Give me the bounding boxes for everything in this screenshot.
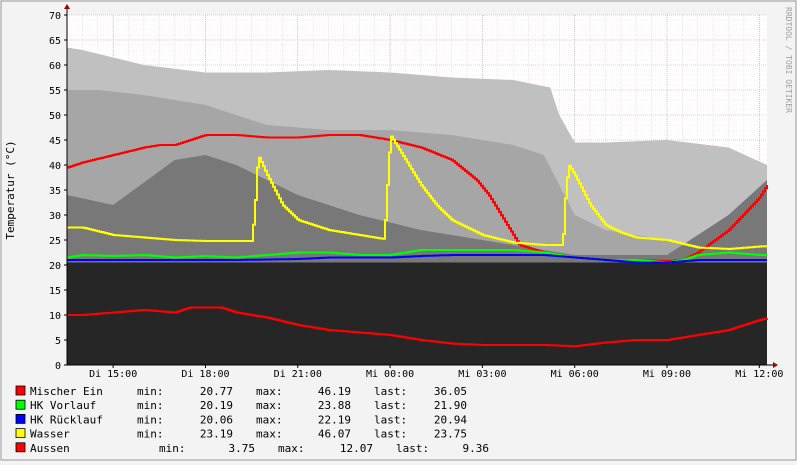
legend-name: HK Rücklauf (30, 413, 103, 426)
legend-min-label: min: (137, 413, 164, 426)
legend-max-value: 46.19 (318, 385, 351, 398)
legend-min-value: 3.75 (229, 442, 256, 455)
legend-min-label: min: (137, 385, 164, 398)
legend-last-value: 23.75 (434, 428, 467, 441)
legend-last-value: 21.90 (434, 399, 467, 412)
y-tick-label: 15 (49, 286, 61, 297)
x-tick-label: Mi 00:00 (366, 369, 414, 380)
legend-max-value: 22.19 (318, 413, 351, 426)
y-tick-label: 35 (49, 186, 61, 197)
legend-last-label: last: (396, 442, 429, 455)
legend-max-label: max: (256, 413, 283, 426)
legend-entry-wasser: Wasser min: 23.19 max: 46.07 last: 23.75 (15, 428, 467, 441)
y-tick-label: 65 (49, 36, 61, 47)
series-line-hk-ruecklauf (67, 254, 767, 264)
legend-name: HK Vorlauf (30, 399, 96, 412)
legend-max-value: 12.07 (340, 442, 373, 455)
series-line-mischer-ein (67, 134, 768, 262)
legend-last-value: 20.94 (434, 413, 467, 426)
legend-min-value: 20.77 (200, 385, 233, 398)
y-tick-label: 55 (49, 86, 61, 97)
legend-last-label: last: (374, 399, 407, 412)
legend-max-label: max: (256, 385, 283, 398)
y-tick-label: 60 (49, 61, 61, 72)
x-tick-labels: Di 15:00 Di 18:00 Di 21:00 Mi 00:00 Mi 03:00… (89, 365, 783, 380)
x-tick-label: Di 18:00 (181, 369, 229, 380)
x-axis-arrow (773, 362, 778, 368)
legend-swatch (15, 399, 26, 410)
y-tick-label: 5 (55, 336, 61, 347)
legend-name: Mischer Ein (30, 385, 103, 398)
legend-last-value: 9.36 (463, 442, 490, 455)
series-line-wasser (67, 135, 767, 250)
x-tick-label: Di 15:00 (89, 369, 137, 380)
x-tick-label: Di 21:00 (274, 369, 322, 380)
y-tick-label: 50 (49, 111, 61, 122)
y-tick-labels: 0 5 10 15 20 25 30 35 40 45 50 55 60 65 70 (49, 11, 67, 372)
series-lines (67, 134, 768, 348)
legend-name: Aussen (30, 442, 70, 455)
y-tick-label: 30 (49, 211, 61, 222)
legend-max-value: 23.88 (318, 399, 351, 412)
legend-name: Wasser (30, 428, 70, 441)
floor-area (67, 262, 767, 365)
legend-entry-aussen: Aussen min: 3.75 max: 12.07 last: 9.36 (15, 442, 490, 455)
legend-entry-hk-vorlauf: HK Vorlauf min: 20.19 max: 23.88 last: 21.90 (15, 399, 467, 412)
legend-swatch (15, 428, 26, 439)
legend-min-value: 20.06 (200, 413, 233, 426)
plot-area (64, 4, 778, 368)
legend-min-label: min: (159, 442, 186, 455)
y-tick-label: 10 (49, 311, 61, 322)
legend-entry-mischer-ein: Mischer Ein min: 20.77 max: 46.19 last: 36.05 (15, 385, 467, 398)
legend-min-value: 20.19 (200, 399, 233, 412)
legend-swatch (15, 385, 26, 396)
y-axis-arrow (64, 4, 70, 9)
y-tick-label: 45 (49, 136, 61, 147)
series-line-aussen (67, 306, 768, 348)
legend-swatch (15, 413, 26, 424)
legend: Mischer Ein min: 20.77 max: 46.19 last: 36.05H… (15, 385, 490, 455)
legend-entry-hk-ruecklauf: HK Rücklauf min: 20.06 max: 22.19 last: 20.94 (15, 413, 467, 426)
y-tick-label: 70 (49, 11, 61, 22)
y-tick-label: 40 (49, 161, 61, 172)
watermark: RRDTOOL / TOBI OETIKER (784, 7, 793, 113)
y-tick-label: 25 (49, 236, 61, 247)
legend-min-value: 23.19 (200, 428, 233, 441)
y-tick-label: 20 (49, 261, 61, 272)
x-tick-label: Mi 12:00 (735, 369, 783, 380)
legend-swatch (15, 442, 26, 453)
legend-max-value: 46.07 (318, 428, 351, 441)
legend-last-label: last: (374, 413, 407, 426)
legend-last-value: 36.05 (434, 385, 467, 398)
legend-max-label: max: (256, 428, 283, 441)
x-tick-label: Mi 03:00 (458, 369, 506, 380)
y-tick-label: 0 (55, 361, 61, 372)
legend-last-label: last: (374, 385, 407, 398)
legend-max-label: max: (278, 442, 305, 455)
x-tick-label: Mi 09:00 (643, 369, 691, 380)
axes (64, 4, 778, 368)
legend-last-label: last: (374, 428, 407, 441)
legend-min-label: min: (137, 399, 164, 412)
y-axis-label: Temperatur (°C) (4, 140, 17, 239)
x-tick-label: Mi 06:00 (551, 369, 599, 380)
legend-min-label: min: (137, 428, 164, 441)
legend-max-label: max: (256, 399, 283, 412)
